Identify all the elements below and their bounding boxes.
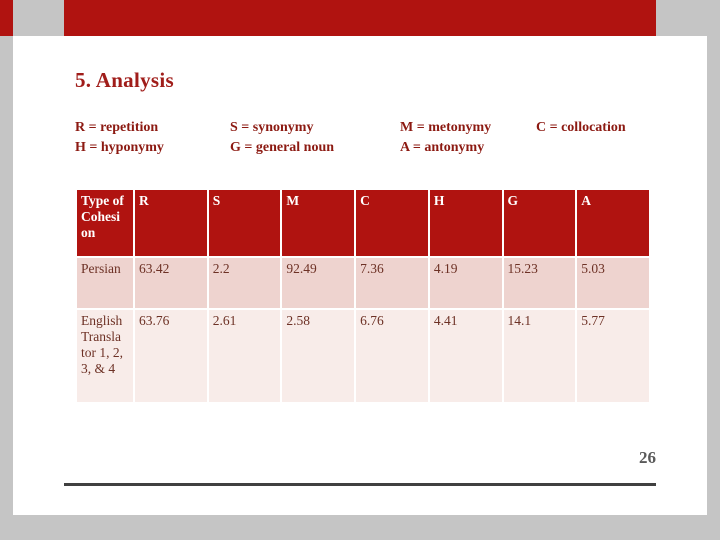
table-cell: 6.76 [354,308,430,404]
legend-group-collocation: C = collocation [536,118,657,158]
table-cell: 15.23 [501,256,578,310]
legend: R = repetition H = hyponymy S = synonymy… [75,118,657,158]
table-header-cell: M [280,188,357,258]
row-label: Persian [75,256,135,310]
page-number: 26 [639,448,656,467]
table-row: English Transla tor 1, 2, 3, & 4 63.76 2… [75,308,651,404]
table-cell: 4.41 [427,308,504,404]
table-header-row: Type of Cohesi on R S M C H G A [75,188,651,258]
analysis-table: Type of Cohesi on R S M C H G A Persian … [75,188,651,404]
row-label: English Transla tor 1, 2, 3, & 4 [75,308,135,404]
table-cell: 14.1 [501,308,578,404]
table-header-cell: A [575,188,651,258]
legend-item: H = hyponymy [75,140,164,155]
legend-item: A = antonymy [400,140,485,155]
legend-item: C = collocation [536,120,626,135]
table-header-cell: C [354,188,430,258]
legend-item: G = general noun [230,140,335,155]
legend-item: M = metonymy [400,120,492,135]
accent-corner-block [0,0,13,36]
table-cell: 2.2 [206,256,283,310]
table-cell: 63.76 [133,308,209,404]
table-cell: 63.42 [133,256,209,310]
top-banner [64,0,656,36]
legend-item: S = synonymy [230,120,314,135]
legend-group-metonymy-antonymy: M = metonymy A = antonymy [400,118,536,158]
table-header-cell: G [501,188,578,258]
table-cell: 7.36 [354,256,430,310]
table-cell: 5.03 [575,256,651,310]
footer-line [64,483,656,486]
table-cell: 5.77 [575,308,651,404]
legend-item: R = repetition [75,120,159,135]
slide-title: 5. Analysis [75,68,174,92]
table-cell: 2.61 [206,308,283,404]
table-row: Persian 63.42 2.2 92.49 7.36 4.19 15.23 … [75,256,651,310]
table-cell: 4.19 [427,256,504,310]
table-header-cell: S [206,188,283,258]
table-cell: 2.58 [280,308,357,404]
table-header-cell: H [427,188,504,258]
table-header-cell: Type of Cohesi on [75,188,135,258]
legend-group-repetition-hyponymy: R = repetition H = hyponymy [75,118,230,158]
legend-group-synonymy-generalnoun: S = synonymy G = general noun [230,118,400,158]
table-header-cell: R [133,188,209,258]
table-cell: 92.49 [280,256,357,310]
